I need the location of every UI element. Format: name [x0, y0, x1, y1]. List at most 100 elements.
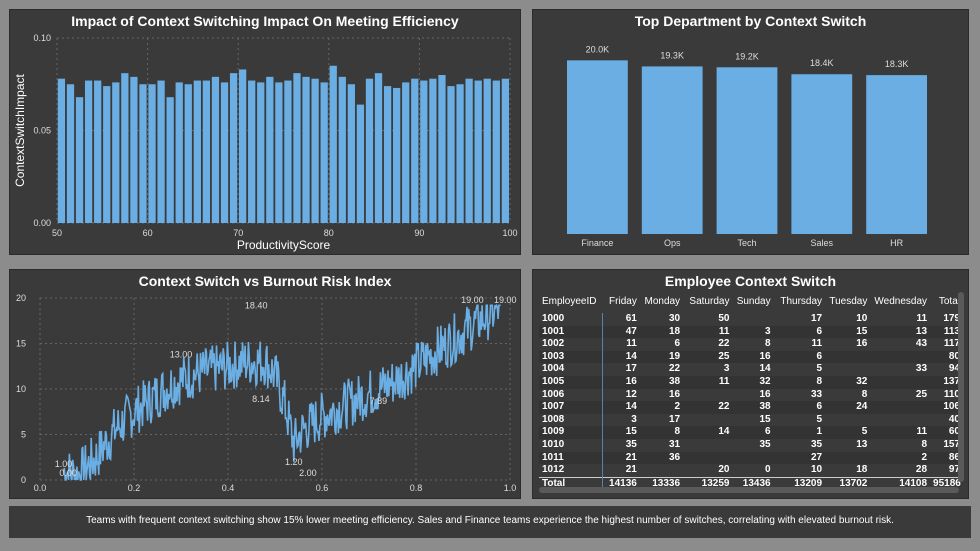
bar — [84, 80, 93, 223]
table-cell: 2 — [921, 451, 928, 463]
table-cell: 5 — [816, 413, 823, 425]
bar — [266, 76, 274, 223]
table-cell: 179 — [943, 313, 960, 324]
table-cell: 1005 — [539, 375, 604, 389]
table-cell: 3 — [723, 363, 730, 375]
table-cell: 16 — [759, 388, 771, 400]
table-row: 1000 61 30 50 17 10 11 179 — [539, 313, 963, 326]
table-cell: 137 — [943, 375, 960, 387]
y-tick-label: 10 — [16, 384, 26, 394]
line-data-label: 2.00 — [299, 468, 317, 478]
y-tick-label: 0.00 — [33, 218, 51, 228]
table-cell: 1009 — [539, 426, 604, 439]
table-cell: 157 — [943, 438, 960, 450]
table-cell: 6 — [816, 401, 823, 413]
column-header[interactable]: Friday — [609, 295, 637, 307]
table-cell: 110 — [943, 388, 960, 400]
column-header[interactable]: Tuesday — [829, 295, 868, 307]
table-cell: 16 — [856, 338, 868, 350]
bar — [193, 80, 201, 223]
table-cell: 8 — [861, 388, 868, 400]
table-cell: 60 — [948, 426, 960, 438]
bar — [311, 78, 319, 223]
table-header-row: EmployeeID Friday Monday Saturday Sunday Thur… — [539, 290, 963, 313]
department-category-label: Tech — [737, 238, 756, 248]
table-cell: 15 — [759, 413, 771, 425]
department-bar — [866, 75, 927, 234]
table-cell: 8 — [921, 438, 928, 450]
employee-switch-title: Employee Context Switch — [664, 273, 837, 289]
table-cell: 40 — [948, 413, 960, 425]
bar — [492, 80, 500, 223]
table-cell: 36 — [668, 451, 681, 463]
table-cell — [732, 452, 773, 465]
table-cell: 11 — [916, 313, 928, 324]
column-header[interactable]: Total — [938, 295, 960, 307]
bar — [75, 97, 84, 223]
department-category-label: HR — [890, 238, 903, 248]
line-data-label: 1.00 — [55, 459, 73, 469]
table-cell — [825, 363, 870, 376]
table-cell: 25 — [718, 350, 730, 362]
y-tick-label: 5 — [21, 430, 26, 440]
table-row: 1001 47 18 11 3 6 15 13 113 — [539, 325, 963, 339]
table-cell — [683, 439, 732, 452]
table-cell: 22 — [718, 401, 730, 413]
table-horizontal-scrollbar[interactable] — [539, 487, 959, 493]
total-cell: 95186 — [930, 476, 963, 491]
table-cell: 1001 — [539, 325, 604, 339]
bar — [447, 86, 455, 223]
column-header[interactable]: EmployeeID — [542, 295, 597, 307]
column-header[interactable]: Saturday — [689, 295, 730, 307]
burnout-risk-title: Context Switch vs Burnout Risk Index — [138, 273, 392, 289]
table-cell — [870, 414, 930, 427]
department-value-label: 18.4K — [810, 58, 834, 68]
table-cell: 27 — [810, 451, 823, 463]
y-tick-label: 20 — [16, 293, 26, 303]
table-cell: 6 — [816, 350, 823, 362]
table-cell: 31 — [668, 438, 681, 450]
line-data-label: 13.00 — [170, 350, 193, 360]
table-cell: 97 — [948, 464, 960, 476]
table-cell: 35 — [625, 438, 637, 450]
table-cell: 16 — [625, 375, 637, 387]
department-value-label: 18.3K — [885, 59, 909, 69]
column-header[interactable]: Sunday — [736, 295, 771, 307]
top-department-chart: 20.0K Finance 19.3K Ops 19.2K Tech 18.4K Sales 1… — [567, 44, 927, 248]
bar — [420, 80, 428, 223]
bar — [284, 80, 292, 223]
table-row: 1008 3 17 15 5 40 — [539, 413, 963, 427]
bar — [103, 86, 111, 223]
line-data-label: 19.00 — [461, 295, 484, 305]
table-cell: 1012 — [539, 464, 604, 478]
table-vertical-scrollbar[interactable] — [958, 292, 964, 482]
column-header[interactable]: Monday — [644, 295, 681, 307]
line-data-label: 19.00 — [494, 295, 517, 305]
table-cell: 19 — [668, 350, 681, 362]
x-tick-label: 0.4 — [222, 483, 235, 493]
table-row: 1007 14 2 22 38 6 24 106 — [539, 401, 963, 414]
table-cell — [640, 464, 683, 477]
total-cell: 14108 — [870, 476, 931, 491]
table-cell: 11 — [718, 375, 730, 387]
department-category-label: Finance — [581, 238, 613, 248]
table-cell — [825, 414, 870, 427]
table-cell: 6 — [674, 338, 681, 350]
table-cell: 113 — [943, 325, 960, 337]
total-cell: 14136 — [602, 476, 640, 491]
table-cell: 1 — [816, 426, 823, 438]
table-cell: 14 — [718, 426, 730, 438]
bar — [94, 80, 102, 223]
bar — [130, 76, 138, 223]
column-header[interactable]: Thursday — [780, 295, 823, 307]
bar — [456, 84, 464, 223]
bar — [121, 73, 129, 224]
table-cell — [683, 389, 732, 402]
meeting-efficiency-chart: 0.00 0.05 0.10 50 60 70 80 90 100 ProductivitySco… — [13, 33, 518, 252]
bar — [166, 97, 174, 223]
column-header[interactable]: Wednesday — [874, 295, 928, 307]
table-cell: 8 — [816, 375, 823, 387]
bar — [483, 78, 491, 223]
table-cell: 50 — [718, 313, 730, 324]
bar — [229, 73, 238, 224]
